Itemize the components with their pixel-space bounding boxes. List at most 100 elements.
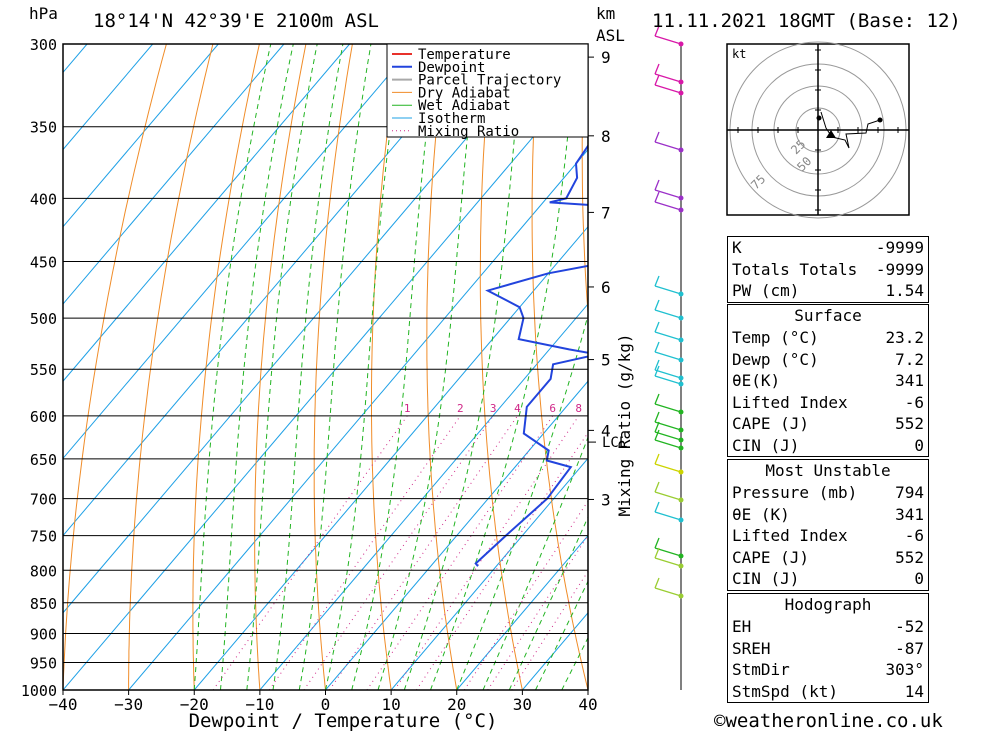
km-tick-label: 8: [601, 127, 611, 146]
wet-adiabat-line: [272, 44, 344, 690]
wind-barb-flag: [654, 365, 660, 377]
most-unstable-row-value: -6: [904, 526, 924, 545]
index-row-label: PW (cm): [732, 281, 800, 300]
wind-barb: [654, 557, 682, 567]
legend-box: [386, 43, 589, 138]
wet-adiabat-line: [193, 44, 272, 690]
wind-barb: [654, 491, 682, 501]
isotherm-line: [128, 148, 588, 690]
wind-barb: [654, 375, 682, 385]
wind-barb: [654, 369, 682, 379]
hodograph-title: Hodograph: [784, 595, 872, 614]
pressure-tick-label: 1000: [21, 682, 57, 700]
wind-barb: [654, 141, 682, 151]
surface-row-label: Temp (°C): [732, 328, 819, 347]
surface-row-value: 341: [895, 371, 924, 390]
wind-barb-flag: [654, 359, 660, 371]
surface-row: Lifted Index -6: [728, 392, 928, 414]
wind-barb: [654, 403, 682, 413]
wind-barb: [654, 201, 682, 211]
wind-barb-flag: [654, 191, 660, 203]
surface-row: Temp (°C) 23.2: [728, 327, 928, 349]
dry-adiabat-line: [957, 44, 1000, 690]
wind-barb: [654, 35, 682, 45]
most-unstable-row-label: CAPE (J): [732, 547, 810, 567]
temperature-tick-label: 0: [321, 695, 331, 714]
index-row: K -9999: [728, 237, 928, 259]
most-unstable-title: Most Unstable: [765, 461, 891, 480]
pressure-tick-label: 900: [30, 625, 57, 643]
hodograph-row-label: EH: [732, 617, 752, 636]
most-unstable-row: θE (K) 341: [728, 504, 928, 526]
wind-barb-flag: [654, 537, 660, 549]
most-unstable-row-label: CIN (J): [732, 569, 800, 588]
mixing-ratio-line: [511, 570, 588, 690]
pressure-tick-label: 750: [30, 528, 57, 546]
pressure-tick-label: 600: [30, 408, 57, 426]
km-tick-label: 7: [601, 203, 611, 222]
legend-entry: Wet Adiabat: [418, 98, 511, 114]
wet-adiabat-line: [220, 44, 294, 690]
wind-barb: [654, 309, 682, 319]
wind-barb: [654, 285, 682, 295]
surface-row-label: CIN (J): [732, 435, 800, 455]
most-unstable-row-label: Lifted Index: [732, 526, 848, 545]
wet-adiabat-line: [508, 515, 588, 690]
pressure-tick-label: 350: [30, 119, 57, 137]
temperature-tick-label: 10: [381, 695, 400, 714]
wind-barb: [654, 331, 682, 341]
wind-barb-flag: [654, 453, 660, 465]
mixing-ratio-line: [268, 415, 461, 690]
credit-text: ©weatheronline.co.uk: [714, 710, 943, 732]
wind-barb-flag: [654, 341, 660, 353]
isotherm-line: [63, 44, 154, 151]
hodograph-row-label: StmDir: [732, 660, 790, 679]
dry-adiabat-line: [426, 44, 458, 690]
wind-barb-flag: [654, 63, 660, 75]
legend-entry: Dry Adiabat: [418, 85, 511, 101]
hodograph-row-value: 14: [904, 681, 924, 701]
wet-adiabat-line: [377, 44, 478, 690]
most-unstable-row-value: 341: [895, 504, 924, 524]
km-tick-label: 4: [601, 421, 611, 440]
asl-label: ASL: [596, 26, 625, 45]
wind-barb: [654, 587, 682, 597]
index-row-value: -9999: [875, 238, 924, 257]
surface-row-value: 552: [895, 414, 924, 433]
wind-barb-flag: [654, 131, 660, 143]
isotherm-line: [63, 71, 588, 690]
legend-entry: Isotherm: [418, 111, 485, 127]
most-unstable-row-label: θE (K): [732, 504, 790, 524]
hodograph-row: StmDir 303°: [728, 659, 928, 681]
index-row-value: -9999: [875, 259, 924, 279]
isotherm-line: [259, 303, 588, 690]
index-row: Totals Totals -9999: [728, 259, 928, 281]
pressure-tick-label: 400: [30, 190, 57, 208]
hodograph-end-dot: [877, 117, 883, 123]
temperature-tick-label: −40: [49, 695, 78, 714]
mixing-ratio-label: 4: [514, 402, 521, 415]
isotherm-line: [193, 225, 588, 690]
hodograph-row-value: -52: [895, 617, 924, 636]
wind-barb: [654, 351, 682, 361]
dry-adiabat-line: [254, 44, 307, 690]
temperature-tick-label: 30: [513, 695, 532, 714]
wind-barb: [654, 463, 682, 473]
pressure-tick-label: 300: [30, 36, 57, 54]
wind-barb-flag: [654, 547, 660, 559]
legend-entry: Temperature: [418, 47, 511, 63]
x-axis-label: Dewpoint / Temperature (°C): [189, 710, 498, 732]
hodograph-start-dot: [816, 115, 822, 121]
most-unstable-row: Pressure (mb) 794: [728, 482, 928, 504]
storm-motion-marker: [826, 130, 836, 138]
isotherm-line: [63, 44, 482, 537]
surface-title: Surface: [794, 306, 862, 325]
hodograph-table: Hodograph EH -52 SREH -87 StmDir 303° StmSpd (…: [727, 593, 929, 703]
index-row-label: K: [732, 238, 742, 257]
indices-table: K -9999 Totals Totals -9999 PW (cm) 1.54: [727, 236, 929, 303]
mixing-ratio-line: [303, 415, 494, 690]
dry-adiabat-line: [371, 44, 400, 690]
index-row: PW (cm) 1.54: [728, 280, 928, 302]
